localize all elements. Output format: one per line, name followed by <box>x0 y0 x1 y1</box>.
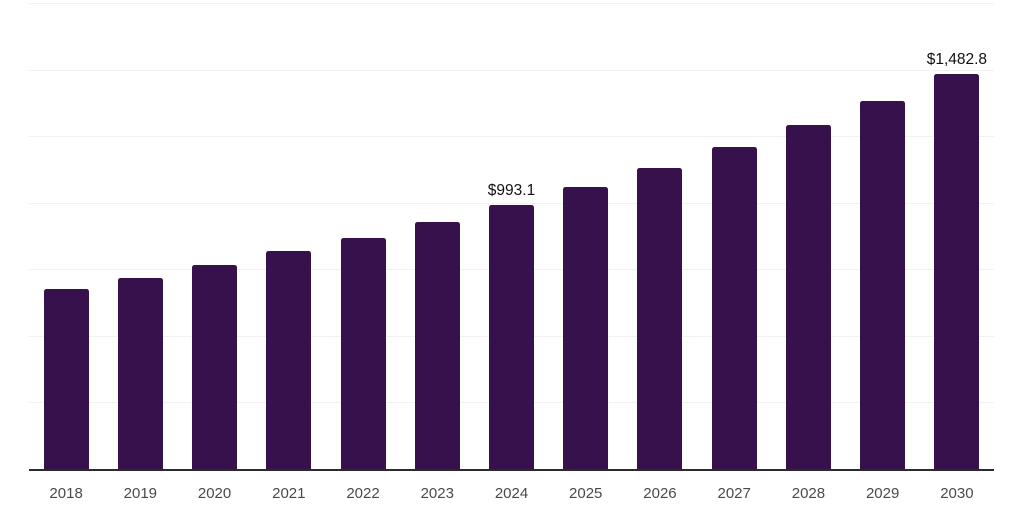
x-tick-2019: 2019 <box>123 485 158 502</box>
bar-2021 <box>266 251 312 469</box>
x-tick-2021: 2021 <box>272 485 306 502</box>
x-tick-2025: 2025 <box>569 485 603 502</box>
bar-2025 <box>563 187 609 469</box>
bar-2020 <box>192 264 238 469</box>
bar-2018 <box>43 289 89 469</box>
x-tick-2020: 2020 <box>197 485 232 502</box>
bar-2027 <box>711 146 757 469</box>
bar-2022 <box>340 237 386 469</box>
gridline-1000 <box>29 202 994 204</box>
x-tick-2028: 2028 <box>791 485 826 502</box>
bar-2026 <box>637 168 683 469</box>
plot-area: $993.1 $1,482.8 <box>29 0 994 469</box>
x-tick-2023: 2023 <box>420 485 454 502</box>
x-tick-2026: 2026 <box>643 485 677 502</box>
gridline-1250 <box>29 136 994 138</box>
x-tick-2029: 2029 <box>865 485 900 502</box>
x-tick-2030: 2030 <box>940 485 974 502</box>
x-axis-line <box>29 469 994 471</box>
bar-2023 <box>414 221 460 469</box>
x-tick-2027: 2027 <box>717 485 751 502</box>
bar-2029 <box>860 100 906 469</box>
bar-2028 <box>785 124 831 469</box>
x-tick-2022: 2022 <box>346 485 380 502</box>
x-tick-2018: 2018 <box>49 485 83 502</box>
bar-2019 <box>117 277 163 469</box>
gridline-1750 <box>29 3 994 4</box>
bar-2030 <box>934 74 980 469</box>
data-label-2024: $993.1 <box>487 181 536 199</box>
data-label-2030: $1,482.8 <box>926 51 988 69</box>
x-axis-tick-labels: 2018 2019 2020 2021 2022 2023 2024 2025 2026 2027… <box>29 485 994 505</box>
bar-2024 <box>489 204 534 469</box>
x-tick-2024: 2024 <box>494 485 529 502</box>
gridline-1500 <box>29 69 994 71</box>
